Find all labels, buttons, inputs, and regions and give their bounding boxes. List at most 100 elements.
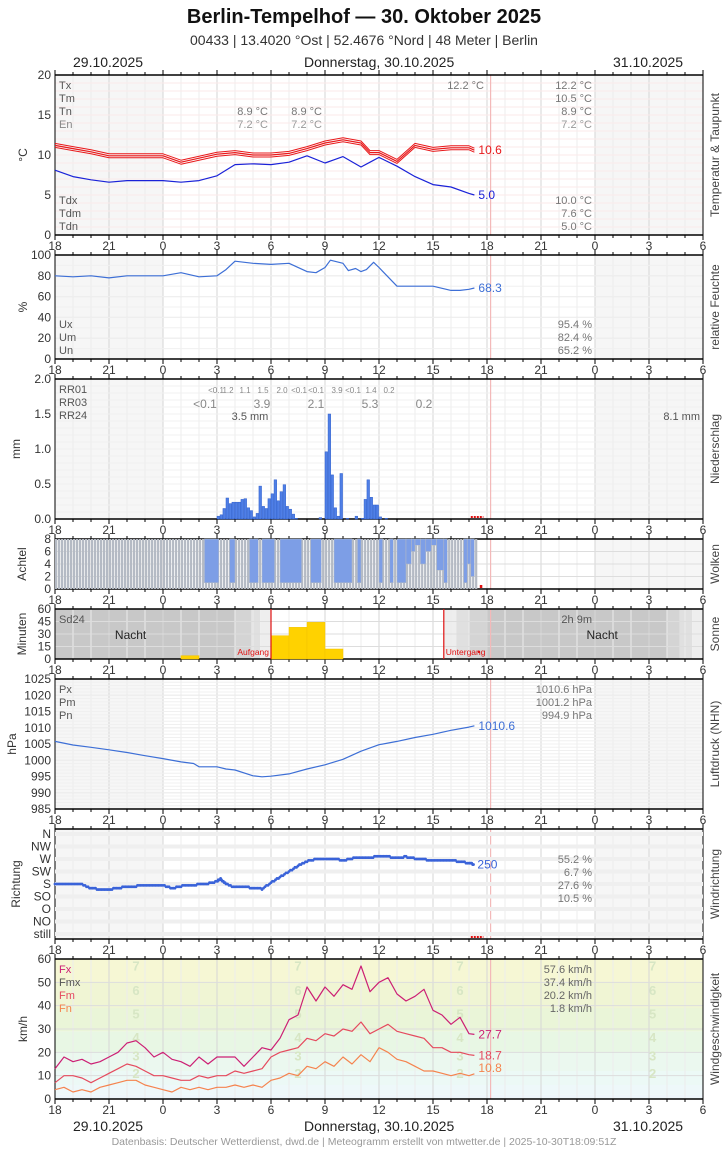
- legend-tdn: Tdn: [59, 221, 78, 233]
- beaufort-label: 5: [649, 1007, 656, 1022]
- precip-bar: [375, 504, 379, 520]
- rr24-day1: 3.5 mm: [232, 411, 269, 423]
- x-tick-label: 18: [480, 523, 494, 537]
- cloud-stripe: [61, 539, 64, 589]
- x-tick-label: 21: [102, 363, 116, 377]
- cloud-stripe: [244, 539, 247, 589]
- legend-en: En: [59, 119, 72, 131]
- precip-bar: [240, 499, 244, 520]
- cloud-stripe: [154, 539, 157, 589]
- last-fn-value: 10.8: [478, 1061, 502, 1075]
- direction-label: NO: [33, 915, 51, 929]
- cloud-stripe: [376, 539, 379, 589]
- precip-bar: [282, 484, 286, 520]
- direction-band: [55, 869, 703, 874]
- x-tick-label: 15: [426, 1103, 440, 1117]
- direction-label: S: [43, 877, 51, 891]
- annotation-en-2: 7.2 °C: [291, 119, 322, 131]
- beaufort-label: 4: [294, 1030, 302, 1045]
- x-tick-label: 0: [160, 363, 167, 377]
- x-tick-label: 0: [592, 1103, 599, 1117]
- x-tick-label: 9: [322, 663, 329, 677]
- x-tick-label: 18: [480, 813, 494, 827]
- annotation-tx-peak: 12.2 °C: [447, 80, 484, 92]
- precip-bar: [288, 508, 292, 520]
- last-direction-value: 250: [477, 858, 497, 872]
- cloud-cover-bar: [378, 538, 383, 583]
- cloud-stripe: [412, 539, 415, 589]
- x-tick-label: 0: [160, 523, 167, 537]
- legend-pn: Pn: [59, 710, 72, 722]
- precip-bar: [255, 513, 259, 520]
- y-tick-label: 30: [38, 1022, 52, 1036]
- precip-bar: [294, 518, 298, 520]
- precip-bar: [360, 518, 364, 520]
- temp-min-line: [54, 141, 475, 165]
- x-tick-label: 3: [646, 239, 653, 253]
- x-tick-label: 0: [592, 813, 599, 827]
- x-tick-label: 21: [102, 239, 116, 253]
- cloud-stripe: [388, 539, 391, 589]
- cloud-stripe: [448, 539, 451, 589]
- precip-bar: [363, 499, 367, 520]
- cloud-stripe: [85, 539, 88, 589]
- last-fm-value: 18.7: [478, 1048, 502, 1062]
- x-tick-label: 0: [160, 943, 167, 957]
- rr01-label: 3.9: [331, 386, 343, 395]
- x-tick-label: 9: [322, 813, 329, 827]
- summary-top-value: 7.2 °C: [561, 119, 592, 131]
- x-tick-label: 18: [480, 943, 494, 957]
- x-tick-label: 18: [48, 593, 62, 607]
- panel-title: Windrichtung: [708, 849, 722, 919]
- x-tick-label: 21: [102, 593, 116, 607]
- precip-bar: [291, 513, 295, 520]
- cloud-stripe: [223, 539, 226, 589]
- beaufort-label: 5: [132, 1007, 139, 1022]
- cloud-stripe: [118, 539, 121, 589]
- cloud-stripe: [112, 539, 115, 589]
- x-tick-label: 15: [426, 663, 440, 677]
- x-tick-label: 3: [646, 593, 653, 607]
- direction-band: [55, 882, 703, 886]
- summary-value: 55.2 %: [558, 854, 592, 866]
- rr01-label: <0.1: [308, 386, 324, 395]
- date-center-bottom: Donnerstag, 30.10.2025: [304, 1118, 455, 1134]
- precip-bar: [252, 516, 256, 520]
- precip-bar: [246, 507, 250, 520]
- cloud-cover-bar: [389, 538, 394, 583]
- x-tick-label: 0: [592, 593, 599, 607]
- dewpoint-line: [54, 155, 475, 196]
- y-tick-label: 0.0: [34, 512, 51, 526]
- cloud-stripe: [55, 539, 58, 589]
- cloud-stripe: [91, 539, 94, 589]
- x-tick-label: 0: [592, 239, 599, 253]
- legend-rr01: RR01: [59, 384, 87, 396]
- cloud-stripe: [454, 539, 457, 589]
- x-tick-label: 6: [268, 593, 275, 607]
- direction-band: [55, 894, 703, 899]
- x-tick-label: 12: [372, 943, 386, 957]
- y-tick-label: 0: [44, 652, 51, 666]
- x-tick-label: 18: [48, 813, 62, 827]
- x-tick-label: 15: [426, 813, 440, 827]
- y-tick-label: 20: [38, 68, 52, 82]
- y-tick-label: 60: [38, 290, 52, 304]
- rr01-label: 1.4: [365, 386, 377, 395]
- beaufort-label: 2: [649, 1066, 656, 1081]
- cloud-cover-bar: [420, 538, 427, 565]
- cloud-stripe: [109, 539, 112, 589]
- y-tick-label: 60: [38, 602, 52, 616]
- direction-label: SO: [34, 890, 51, 904]
- sunset-label: Untergang: [446, 647, 486, 657]
- cloud-stripe: [103, 539, 106, 589]
- panel-humidity: 18 21 0 3 6 9 12 15 18 21 0 3 6020406080100UxUmUn95.…: [16, 248, 722, 377]
- night-label-1: Nacht: [115, 628, 147, 642]
- cloud-stripe: [394, 539, 397, 589]
- precip-bar: [264, 508, 268, 520]
- precip-bar: [267, 498, 271, 520]
- rr03-label: <0.1: [193, 397, 217, 411]
- cloud-stripe: [190, 539, 193, 589]
- date-right-bottom: 31.10.2025: [613, 1118, 684, 1134]
